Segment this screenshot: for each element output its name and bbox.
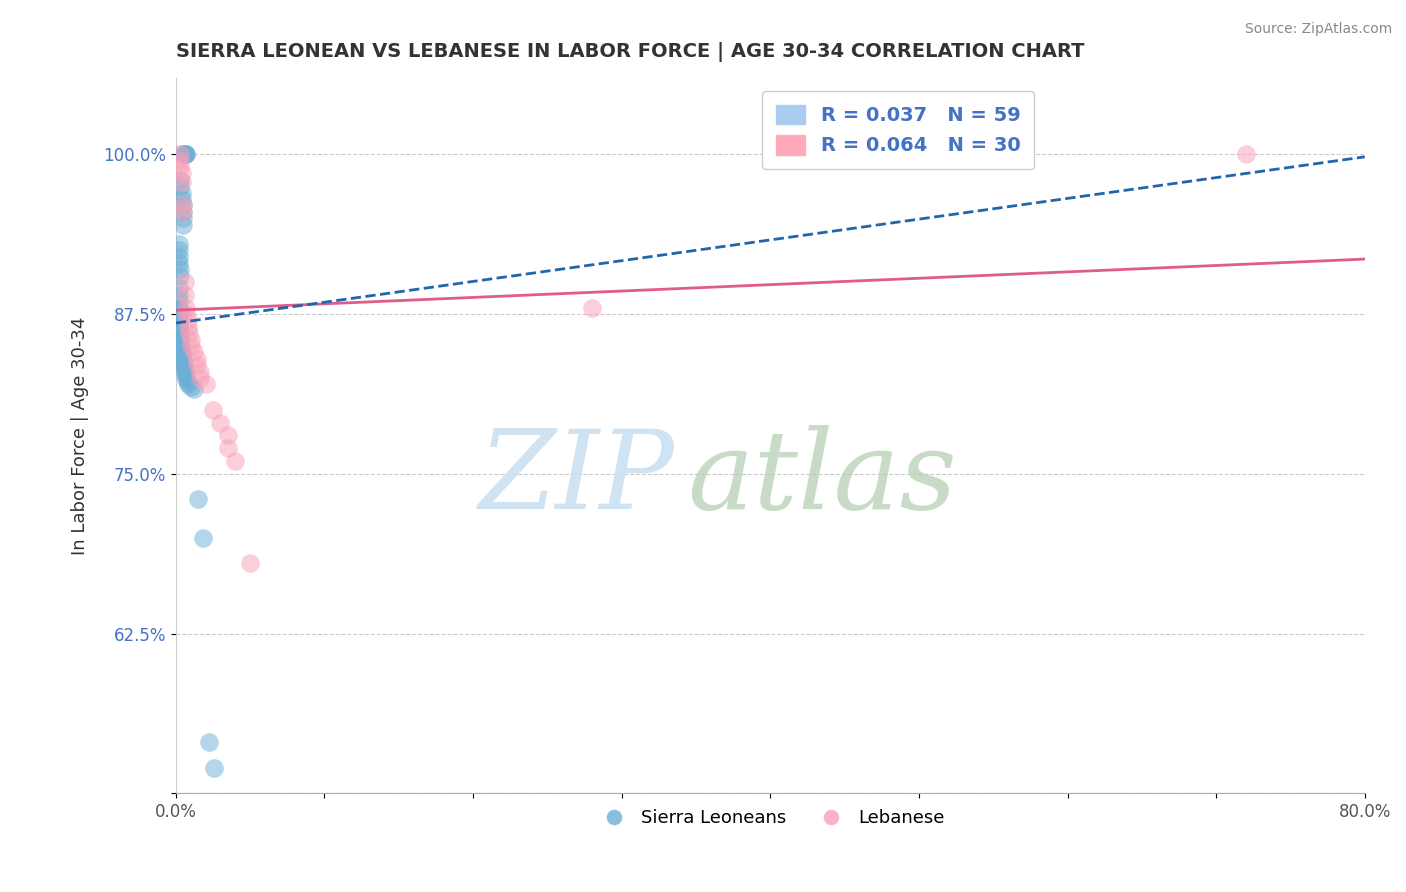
Point xyxy=(167,310,190,325)
Point xyxy=(169,179,191,194)
Point xyxy=(186,351,208,366)
Point xyxy=(169,339,191,353)
Point xyxy=(170,166,193,180)
Point xyxy=(174,301,197,315)
Point xyxy=(167,243,190,257)
Point xyxy=(167,324,190,338)
Point xyxy=(169,326,191,341)
Point xyxy=(172,357,194,371)
Point xyxy=(177,375,200,389)
Point xyxy=(167,294,190,309)
Point xyxy=(177,377,200,392)
Point xyxy=(204,761,226,775)
Point xyxy=(167,309,190,323)
Point xyxy=(186,358,208,372)
Point xyxy=(169,173,191,187)
Point xyxy=(170,175,193,189)
Point xyxy=(177,319,200,334)
Point xyxy=(169,334,191,348)
Point xyxy=(169,268,191,283)
Point xyxy=(581,301,603,315)
Point xyxy=(172,211,194,226)
Text: atlas: atlas xyxy=(688,425,956,533)
Point xyxy=(174,369,197,384)
Point xyxy=(170,344,193,359)
Point xyxy=(167,256,190,270)
Point xyxy=(172,354,194,368)
Point xyxy=(239,556,262,570)
Point xyxy=(167,236,190,251)
Point xyxy=(188,365,211,379)
Text: ZIP: ZIP xyxy=(479,425,675,533)
Point xyxy=(201,403,224,417)
Point xyxy=(173,147,195,161)
Point xyxy=(177,313,200,327)
Point xyxy=(173,275,195,289)
Point xyxy=(167,281,190,295)
Point xyxy=(174,307,197,321)
Point xyxy=(167,321,190,335)
Point xyxy=(173,367,195,381)
Point xyxy=(169,342,191,356)
Y-axis label: In Labor Force | Age 30-34: In Labor Force | Age 30-34 xyxy=(72,317,89,555)
Text: SIERRA LEONEAN VS LEBANESE IN LABOR FORCE | AGE 30-34 CORRELATION CHART: SIERRA LEONEAN VS LEBANESE IN LABOR FORC… xyxy=(176,42,1084,62)
Point xyxy=(169,160,191,174)
Point xyxy=(217,428,239,442)
Point xyxy=(224,454,246,468)
Point xyxy=(167,250,190,264)
Point xyxy=(174,147,197,161)
Point xyxy=(217,442,239,456)
Point xyxy=(194,377,217,392)
Point xyxy=(172,359,194,374)
Point xyxy=(167,313,190,327)
Point xyxy=(172,204,194,219)
Point xyxy=(188,371,211,385)
Point xyxy=(167,316,190,330)
Point xyxy=(170,186,193,200)
Point xyxy=(173,365,195,379)
Point xyxy=(170,351,193,366)
Point xyxy=(169,147,191,161)
Point xyxy=(179,326,201,341)
Point xyxy=(183,345,205,359)
Point xyxy=(167,288,190,302)
Point xyxy=(172,218,194,232)
Point xyxy=(172,198,194,212)
Point xyxy=(173,288,195,302)
Point xyxy=(173,362,195,376)
Point xyxy=(174,372,197,386)
Point xyxy=(169,331,191,345)
Point xyxy=(170,346,193,360)
Point xyxy=(170,192,193,206)
Point xyxy=(197,735,219,749)
Legend: Sierra Leoneans, Lebanese: Sierra Leoneans, Lebanese xyxy=(589,802,952,834)
Point xyxy=(172,204,194,219)
Point xyxy=(209,416,232,430)
Point xyxy=(167,303,190,318)
Point xyxy=(174,147,197,161)
Point xyxy=(180,380,202,394)
Point xyxy=(169,153,191,168)
Point xyxy=(1234,147,1257,161)
Point xyxy=(172,198,194,212)
Point xyxy=(169,262,191,277)
Point xyxy=(169,336,191,351)
Point xyxy=(169,328,191,343)
Point xyxy=(191,531,214,545)
Point xyxy=(170,349,193,363)
Point xyxy=(167,318,190,333)
Point xyxy=(170,147,193,161)
Point xyxy=(180,333,202,347)
Text: Source: ZipAtlas.com: Source: ZipAtlas.com xyxy=(1244,22,1392,37)
Point xyxy=(187,492,209,507)
Point xyxy=(167,306,190,320)
Point xyxy=(183,383,205,397)
Point xyxy=(173,147,195,161)
Point xyxy=(167,301,190,315)
Point xyxy=(180,339,202,353)
